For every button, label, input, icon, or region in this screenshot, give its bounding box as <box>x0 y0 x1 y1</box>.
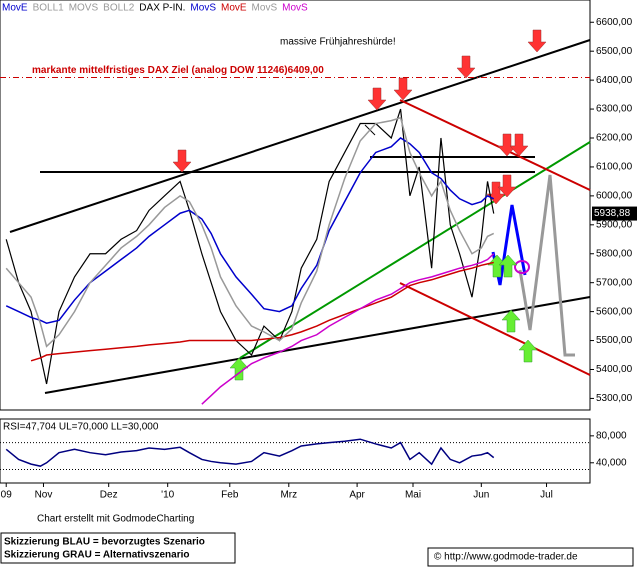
annotation: massive Frühjahreshürde! <box>280 37 396 48</box>
x-tick-label: '10 <box>161 490 174 501</box>
price-panel <box>0 0 591 411</box>
legend-entry: DAX P-IN. <box>139 3 185 14</box>
down-arrow <box>172 149 192 173</box>
trend-line <box>399 99 591 191</box>
y-tick-label: 5400,00 <box>596 364 633 375</box>
y-tick-label: 5800,00 <box>596 248 633 259</box>
legend-entry: MovS <box>190 3 216 14</box>
legend-entry: MovE <box>221 3 247 14</box>
rsi-tick-label: 80,000 <box>596 430 627 441</box>
last-price-box <box>592 206 637 221</box>
highlight <box>514 260 530 274</box>
down-arrow <box>509 133 529 157</box>
y-tick-label: 5500,00 <box>596 335 633 346</box>
last-price-label: 5938,88 <box>594 208 631 219</box>
trend-line <box>239 141 591 359</box>
series-line <box>5 116 495 348</box>
down-arrow <box>497 174 517 198</box>
y-tick-label: 5700,00 <box>596 277 633 288</box>
scenario-gray <box>518 174 575 357</box>
y-tick-label: 6000,00 <box>596 191 633 202</box>
y-tick-label: 6400,00 <box>596 75 633 86</box>
x-tick-label: Jun <box>473 490 489 501</box>
x-tick-label: Feb <box>221 490 239 501</box>
down-arrow <box>456 55 476 79</box>
legend-entry: MovS <box>282 3 308 14</box>
series-line <box>30 261 494 362</box>
y-tick-label: 5300,00 <box>596 393 633 404</box>
legend-entry: BOLL2 <box>103 3 135 14</box>
x-tick-label: Nov <box>35 490 53 501</box>
arrows <box>172 29 547 205</box>
note: Skizzierung GRAU = Alternativszenario <box>4 550 190 561</box>
rsi-panel <box>0 418 591 484</box>
y-tick-label: 6600,00 <box>596 17 633 28</box>
x-tick-label: Mrz <box>280 490 297 501</box>
target-label: markante mittelfristiges DAX Ziel (analo… <box>32 65 324 76</box>
x-tick-label: 09 <box>1 490 13 501</box>
up-arrow <box>487 254 507 278</box>
up-arrow <box>518 339 538 363</box>
legend-entry: BOLL1 <box>33 3 65 14</box>
up-arrow <box>229 357 249 381</box>
rsi-title: RSI=47,704 UL=70,000 LL=30,000 <box>3 422 159 433</box>
credit: Chart erstellt mit GodmodeCharting <box>37 514 194 525</box>
legend-entry: MovS <box>252 3 278 14</box>
series-line <box>5 137 495 324</box>
y-tick-label: 6500,00 <box>596 46 633 57</box>
note: Skizzierung BLAU = bevorzugtes Szenario <box>4 537 205 548</box>
x-tick-label: Dez <box>100 490 118 501</box>
legend-entry: MovE <box>2 3 28 14</box>
trend-line <box>9 39 591 233</box>
up-arrow <box>501 309 521 333</box>
series-line <box>5 108 495 385</box>
y-tick-label: 6200,00 <box>596 133 633 144</box>
series-line <box>201 253 495 405</box>
x-tick-label: Apr <box>349 490 365 501</box>
notes-box <box>0 532 236 564</box>
arrows <box>229 254 538 381</box>
rsi-line <box>5 438 495 467</box>
down-arrow <box>393 77 413 101</box>
x-tick-label: Mai <box>405 490 421 501</box>
y-tick-label: 6300,00 <box>596 104 633 115</box>
down-arrow <box>497 133 517 157</box>
down-arrow <box>527 29 547 53</box>
y-tick-label: 5600,00 <box>596 306 633 317</box>
y-tick-label: 6100,00 <box>596 162 633 173</box>
legend-entry: MOVS <box>69 3 99 14</box>
up-arrow <box>498 254 518 278</box>
copyright: © http://www.godmode-trader.de <box>434 552 578 563</box>
trend-line <box>399 282 591 376</box>
copyright-box <box>427 547 634 567</box>
rsi-tick-label: 40,000 <box>596 457 627 468</box>
trend-line <box>44 296 591 394</box>
down-arrow <box>367 87 387 111</box>
x-tick-label: Jul <box>540 490 553 501</box>
y-tick-label: 5900,00 <box>596 219 633 230</box>
